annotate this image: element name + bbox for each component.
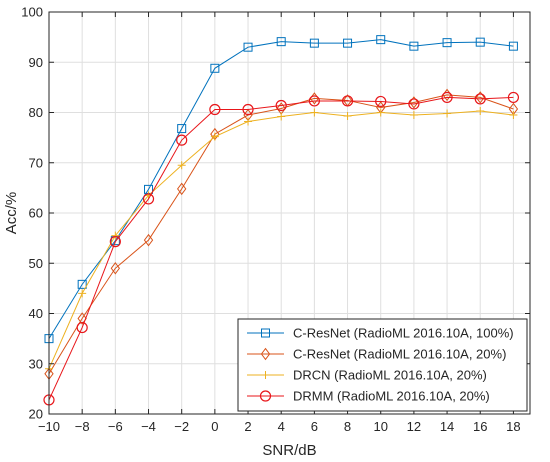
plus-marker [343,112,352,121]
series-line [48,96,514,401]
x-tick-label: −6 [108,419,123,434]
diamond-marker [143,233,154,247]
circle-marker [176,134,188,146]
circle-marker [341,95,354,107]
circle-marker [76,321,88,334]
plus-marker [277,112,286,121]
legend-item-2: C-ResNet (RadioML 2016.10A, 20%) [247,347,506,362]
square-marker [508,41,518,51]
y-tick-label: 30 [29,356,43,371]
diamond-marker [475,91,485,104]
plus-marker [210,132,219,141]
legend-label: C-ResNet (RadioML 2016.10A, 20%) [293,347,506,362]
circle-marker [474,93,486,105]
y-tick-label: 80 [29,105,43,120]
square-marker [276,37,286,47]
square-marker [442,38,452,48]
circle-marker [375,95,387,108]
circle-marker [507,91,520,104]
y-tick-label: 60 [29,206,43,221]
circle-marker [209,103,221,116]
y-tick-label: 20 [29,407,43,422]
x-axis-label: SNR/dB [262,442,316,459]
square-marker [475,37,485,47]
legend-label: C-ResNet (RadioML 2016.10A, 100%) [293,326,514,341]
plus-marker [376,108,385,117]
plus-marker [476,106,485,115]
plus-marker [509,111,518,120]
x-tick-label: 18 [506,419,520,434]
legend-item-3: DRCN (RadioML 2016.10A, 20%) [247,368,487,383]
diamond-marker [260,347,271,361]
x-tick-label: 16 [473,419,487,434]
x-tick-label: 12 [407,419,421,434]
y-tick-label: 50 [29,256,43,271]
circle-marker [242,103,254,116]
series-line [48,94,514,375]
circle-marker [275,99,287,112]
x-tick-label: −2 [174,419,189,434]
circle-marker [109,236,121,248]
plus-marker [261,371,270,379]
legend-label: DRMM (RadioML 2016.10A, 20%) [293,389,490,404]
x-tick-label: 4 [278,419,285,434]
x-tick-label: −4 [141,419,156,434]
plus-marker [78,289,87,298]
legend-box [237,318,528,412]
square-marker [77,279,87,289]
diamond-marker [409,96,419,109]
x-tick-label: 6 [311,419,318,434]
circle-marker [142,193,155,205]
y-tick-label: 100 [21,5,43,20]
diamond-marker [77,312,87,325]
circle-marker [408,98,420,110]
square-marker [376,35,386,45]
y-axis-label: Acc/% [3,192,20,235]
series-1 [44,35,518,344]
square-marker [343,38,353,48]
x-tick-label: 10 [373,419,387,434]
y-tick-label: 70 [29,155,43,170]
plus-marker [244,117,253,126]
square-marker [177,124,187,134]
legend-label: DRCN (RadioML 2016.10A, 20%) [293,368,487,383]
diamond-marker [110,262,121,275]
x-tick-label: 8 [344,419,351,434]
x-tick-label: −8 [75,419,90,434]
circle-marker [308,95,320,107]
legend: C-ResNet (RadioML 2016.10A, 100%) C-ResNe… [237,318,528,412]
square-marker [261,328,270,338]
diamond-marker [177,182,187,196]
plus-marker [409,111,418,120]
y-tick-label: 90 [29,55,43,70]
series-4 [43,91,520,406]
plus-marker [310,108,319,117]
square-marker [309,38,319,48]
square-marker [210,63,220,73]
plus-marker [111,231,120,240]
x-tick-label: 0 [211,419,218,434]
legend-item-4: DRMM (RadioML 2016.10A, 20%) [247,389,490,404]
y-tick-label: 40 [29,306,43,321]
series-3 [45,106,518,373]
x-tick-label: 14 [440,419,454,434]
circle-marker [259,390,272,402]
legend-item-1: C-ResNet (RadioML 2016.10A, 100%) [247,326,514,341]
circle-marker [441,91,453,104]
series-layer [43,35,520,406]
series-line [48,39,514,339]
plus-marker [177,161,186,170]
x-tick-label: −10 [38,419,60,434]
x-tick-label: 2 [244,419,251,434]
square-marker [243,42,253,52]
plus-marker [443,109,452,118]
square-marker [409,41,419,51]
